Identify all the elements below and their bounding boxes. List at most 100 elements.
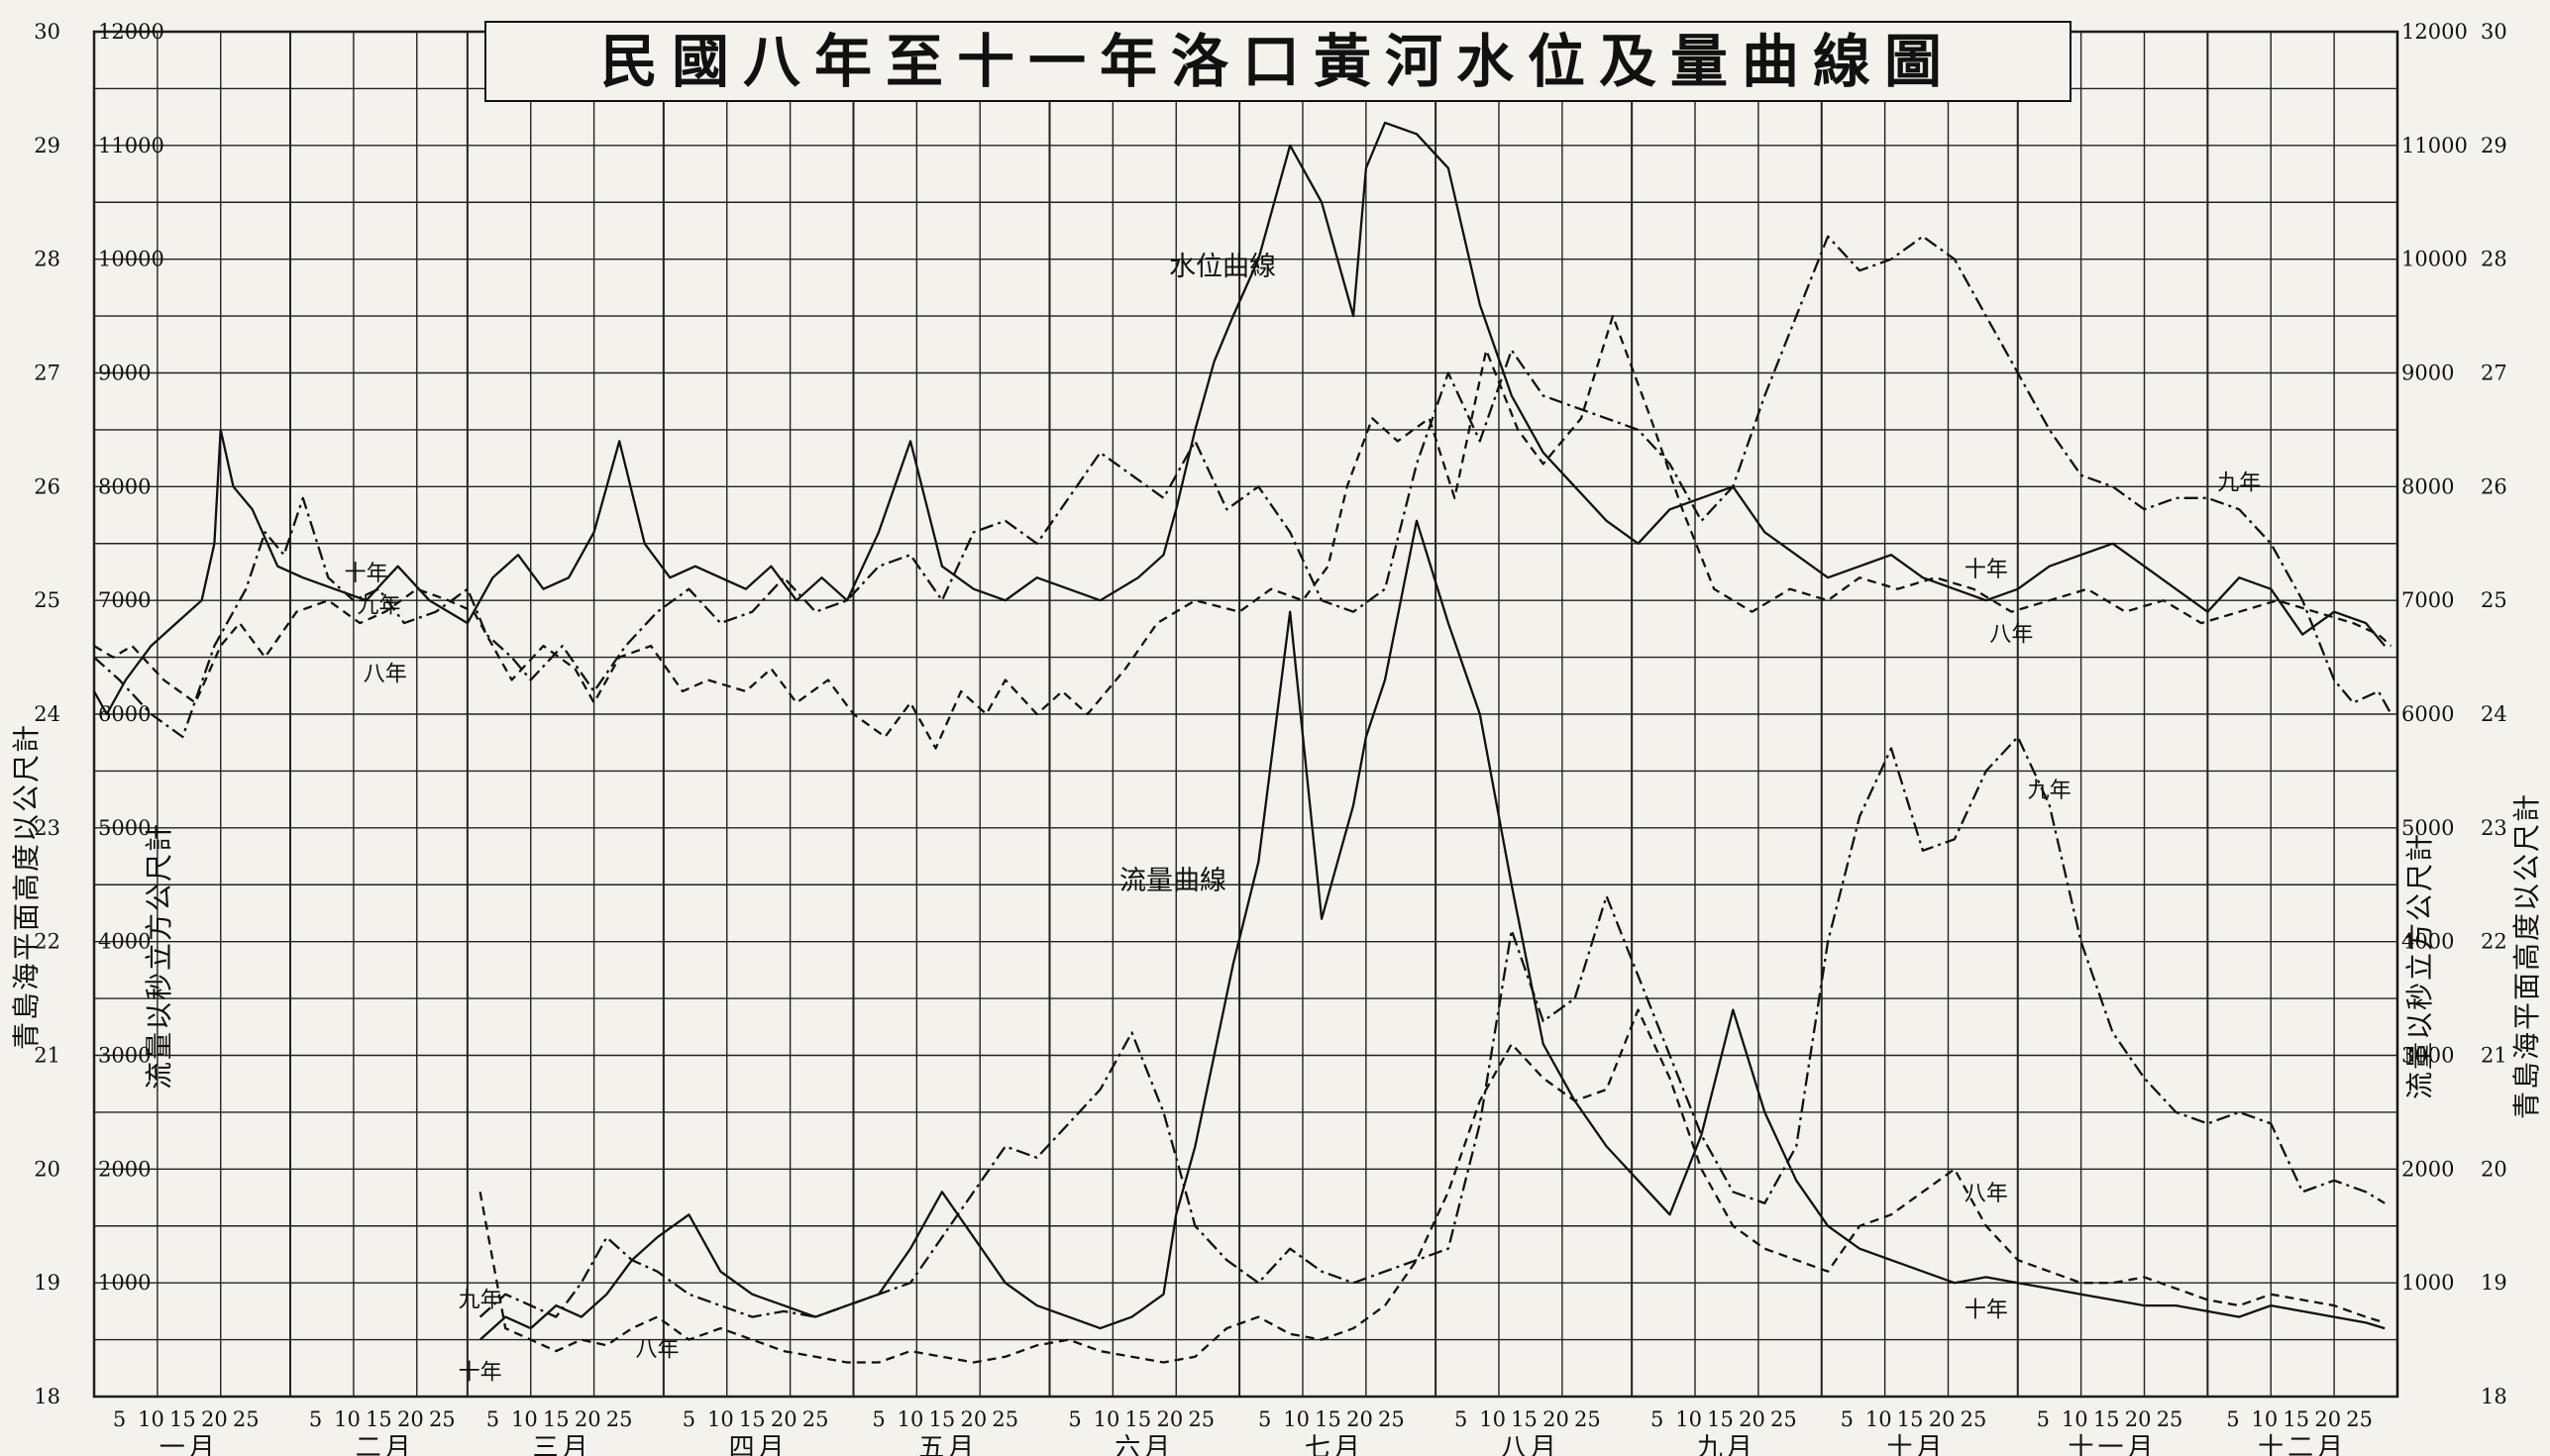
month-label: 八月	[1501, 1433, 1560, 1456]
discharge-tick-right: 11000	[2401, 134, 2468, 157]
day-tick-label: 25	[1961, 1407, 1987, 1431]
day-tick-label: 20	[1739, 1407, 1765, 1431]
month-label: 七月	[1305, 1433, 1364, 1456]
day-tick-label: 25	[429, 1407, 456, 1431]
day-tick-label: 5	[872, 1407, 885, 1431]
day-tick-label: 20	[1156, 1407, 1183, 1431]
day-tick-label: 10	[334, 1407, 361, 1431]
day-tick-label: 20	[201, 1407, 228, 1431]
day-tick-label: 15	[543, 1407, 570, 1431]
stage-tick-right: 27	[2481, 362, 2507, 385]
month-label: 四月	[729, 1433, 789, 1456]
month-label: 十月	[1887, 1433, 1947, 1456]
stage-tick-right: 20	[2481, 1157, 2507, 1181]
stage-tick-left: 22	[34, 930, 60, 954]
day-tick-label: 25	[2346, 1407, 2373, 1431]
day-tick-label: 5	[113, 1407, 126, 1431]
day-tick-label: 20	[575, 1407, 601, 1431]
series-line-discharge-solid	[478, 519, 2386, 1341]
day-tick-label: 25	[606, 1407, 633, 1431]
stage-tick-right: 25	[2481, 588, 2507, 612]
series-line-stage-solid	[92, 121, 2387, 716]
day-tick-label: 15	[1125, 1407, 1152, 1431]
day-tick-label: 25	[1574, 1407, 1601, 1431]
day-tick-label: 20	[397, 1407, 424, 1431]
discharge-tick-right: 6000	[2401, 702, 2454, 726]
stage-tick-left: 28	[34, 248, 60, 271]
stage-tick-left: 19	[34, 1271, 60, 1295]
day-tick-label: 5	[1454, 1407, 1467, 1431]
day-tick-label: 25	[2157, 1407, 2183, 1431]
stage-tick-left: 24	[34, 702, 60, 726]
stage-curve-label: 水位曲線	[1169, 252, 1276, 282]
day-tick-label: 10	[2251, 1407, 2278, 1431]
day-tick-label: 15	[1897, 1407, 1924, 1431]
discharge-tick-left: 5000	[98, 816, 151, 840]
stage-tick-left: 29	[34, 134, 60, 157]
day-tick-label: 10	[1283, 1407, 1310, 1431]
discharge-tick-left: 10000	[98, 248, 164, 271]
day-tick-label: 5	[1650, 1407, 1663, 1431]
day-tick-label: 10	[707, 1407, 734, 1431]
series-line-stage-dash-dot	[93, 235, 2392, 739]
day-tick-label: 15	[1511, 1407, 1538, 1431]
stage-tick-right: 21	[2481, 1044, 2507, 1068]
grid	[92, 30, 2399, 1399]
month-label: 九月	[1697, 1433, 1756, 1456]
stage-tick-right: 29	[2481, 134, 2507, 157]
discharge-curve-label: 流量曲線	[1119, 866, 1226, 896]
day-tick-label: 15	[169, 1407, 196, 1431]
series-layer	[92, 121, 2392, 1364]
series-name-label: 九年	[2217, 470, 2261, 495]
month-label: 六月	[1115, 1433, 1174, 1456]
day-tick-label: 15	[739, 1407, 766, 1431]
series-name-label: 十年	[459, 1361, 502, 1386]
series-name-label: 八年	[1965, 1182, 2008, 1206]
discharge-tick-left: 3000	[98, 1044, 151, 1068]
day-tick-label: 10	[2062, 1407, 2088, 1431]
day-tick-label: 20	[1542, 1407, 1569, 1431]
day-tick-label: 15	[1707, 1407, 1734, 1431]
stage-tick-right: 24	[2481, 702, 2507, 726]
discharge-tick-left: 4000	[98, 930, 151, 954]
day-tick-label: 25	[1378, 1407, 1405, 1431]
month-label: 二月	[356, 1433, 415, 1456]
day-tick-label: 25	[992, 1407, 1018, 1431]
stage-tick-left: 23	[34, 816, 60, 840]
stage-tick-left: 18	[34, 1385, 60, 1408]
day-tick-label: 5	[486, 1407, 499, 1431]
month-label: 五月	[918, 1433, 978, 1456]
discharge-tick-left: 9000	[98, 362, 151, 385]
series-line-stage-dashed	[93, 314, 2392, 750]
left-discharge-axis-label: 流量以秒立方公尺計	[143, 822, 175, 1090]
stage-tick-left: 26	[34, 474, 60, 498]
day-tick-label: 20	[960, 1407, 987, 1431]
day-tick-label: 5	[1841, 1407, 1854, 1431]
stage-tick-left: 21	[34, 1044, 60, 1068]
series-line-discharge-dash-dot	[478, 735, 2386, 1318]
discharge-tick-left: 7000	[98, 588, 151, 612]
day-tick-label: 5	[1258, 1407, 1271, 1431]
day-tick-label: 15	[1315, 1407, 1341, 1431]
stage-tick-left: 27	[34, 362, 60, 385]
series-name-label: 八年	[1989, 623, 2033, 648]
stage-tick-right: 23	[2481, 816, 2507, 840]
day-tick-label: 25	[1188, 1407, 1215, 1431]
discharge-tick-left: 1000	[98, 1271, 151, 1295]
day-tick-label: 20	[2125, 1407, 2152, 1431]
discharge-tick-right: 4000	[2401, 930, 2454, 954]
stage-tick-right: 28	[2481, 248, 2507, 271]
month-label: 十二月	[2258, 1433, 2347, 1456]
discharge-tick-left: 2000	[98, 1157, 151, 1181]
stage-tick-left: 20	[34, 1157, 60, 1181]
day-tick-label: 25	[233, 1407, 260, 1431]
day-tick-label: 5	[309, 1407, 322, 1431]
series-name-label: 九年	[459, 1289, 502, 1313]
day-tick-label: 5	[2037, 1407, 2050, 1431]
right-discharge-axis-label: 流量以秒立方公尺計	[2403, 832, 2436, 1099]
right-stage-axis-label: 青島海平面高度以公尺計	[2510, 792, 2543, 1119]
discharge-tick-left: 6000	[98, 702, 151, 726]
day-tick-label: 10	[138, 1407, 164, 1431]
day-tick-label: 10	[1479, 1407, 1506, 1431]
